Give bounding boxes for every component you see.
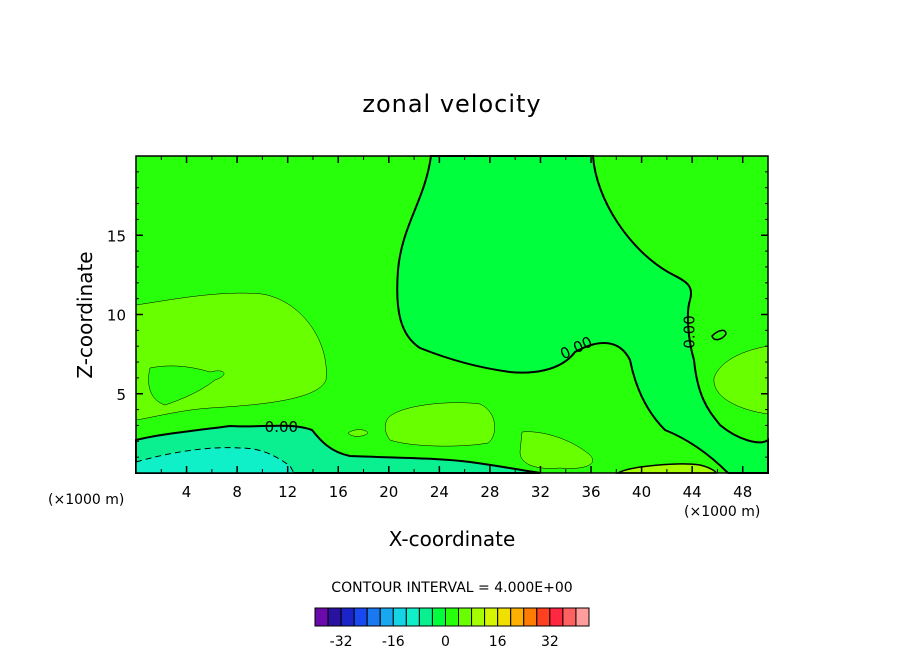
- positive-region-middle: [385, 402, 495, 447]
- x-unit-label-left: (×1000 m): [48, 492, 124, 508]
- small-contour: [711, 329, 727, 341]
- colorbar-swatch: [562, 607, 577, 627]
- x-axis-label: X-coordinate: [389, 527, 516, 551]
- x-tick-label: 44: [683, 483, 702, 501]
- y-tick-label: 5: [116, 386, 126, 404]
- colorbar-swatch: [353, 607, 368, 627]
- colorbar-swatch: [340, 607, 355, 627]
- x-tick-label: 40: [632, 483, 651, 501]
- colorbar-swatch: [471, 607, 486, 627]
- positive-region-lower: [519, 431, 593, 469]
- contour-interval-label: CONTOUR INTERVAL = 4.000E+00: [331, 580, 572, 596]
- x-tick-label: 32: [531, 483, 550, 501]
- x-tick-label: 36: [581, 483, 600, 501]
- x-tick-label: 12: [278, 483, 297, 501]
- colorbar-swatch: [379, 607, 394, 627]
- colorbar-swatch: [327, 607, 342, 627]
- x-axis-ticks: 4 8 12 16 20 24 28 32 36 40 44 48: [160, 156, 752, 501]
- colorbar-tick-label: -32: [330, 634, 353, 650]
- colorbar: -32 -16 0 16 32: [314, 607, 590, 650]
- positive-spot: [347, 429, 369, 437]
- colorbar-tick-label: -16: [382, 634, 405, 650]
- inner-region-left: [148, 365, 225, 406]
- colorbar-swatch: [392, 607, 407, 627]
- negative-layer: [135, 447, 295, 474]
- colorbar-swatch: [497, 607, 512, 627]
- colorbar-swatch: [575, 607, 590, 627]
- colorbar-swatch: [458, 607, 473, 627]
- colorbar-swatch: [510, 607, 525, 627]
- contour-value-label: 0.00: [265, 418, 298, 436]
- colorbar-tick-label: 16: [489, 634, 507, 650]
- colorbar-swatch: [523, 607, 538, 627]
- colorbar-swatch: [366, 607, 381, 627]
- y-tick-label: 15: [107, 227, 126, 245]
- colorbar-swatch: [549, 607, 564, 627]
- zero-region: [396, 155, 769, 474]
- colorbar-swatch: [536, 607, 551, 627]
- colorbar-tick-label: 0: [441, 634, 450, 650]
- colorbar-swatch: [405, 607, 420, 627]
- colorbar-swatch: [431, 607, 446, 627]
- x-tick-label: 48: [733, 483, 752, 501]
- x-tick-label: 8: [232, 483, 242, 501]
- x-unit-label-right: (×1000 m): [684, 504, 760, 520]
- contour-field: [135, 155, 769, 474]
- colorbar-tick-label: 32: [541, 634, 559, 650]
- y-axis-ticks: 5 10 15: [107, 171, 768, 458]
- x-tick-label: 28: [480, 483, 499, 501]
- x-tick-label: 20: [379, 483, 398, 501]
- chart-title: zonal velocity: [362, 90, 541, 118]
- colorbar-swatch: [418, 607, 433, 627]
- x-tick-label: 24: [430, 483, 449, 501]
- contour-value-label: 0.00: [681, 315, 699, 348]
- x-tick-label: 16: [329, 483, 348, 501]
- y-axis-label: Z-coordinate: [73, 251, 97, 378]
- colorbar-swatch: [314, 607, 329, 627]
- colorbar-swatch: [484, 607, 499, 627]
- x-tick-label: 4: [182, 483, 192, 501]
- y-tick-label: 10: [107, 307, 126, 325]
- positive-region-right: [713, 345, 769, 415]
- colorbar-swatch: [444, 607, 460, 627]
